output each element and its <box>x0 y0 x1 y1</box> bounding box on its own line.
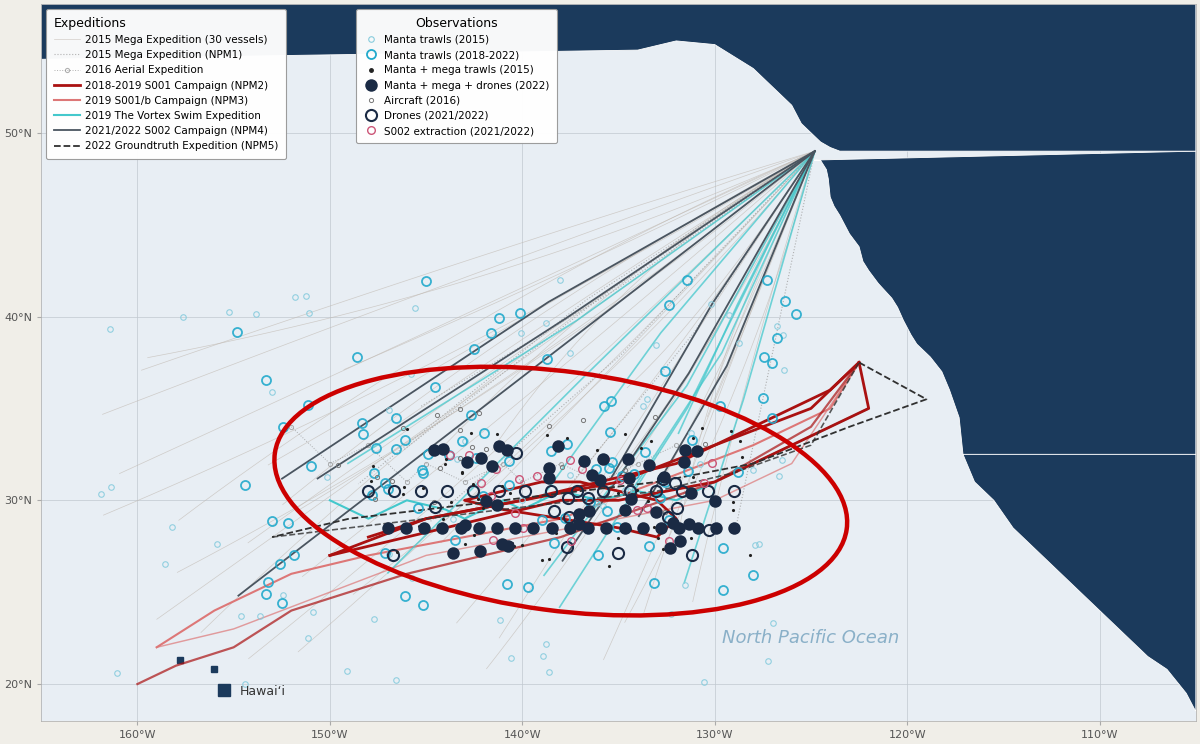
Polygon shape <box>962 455 1196 711</box>
Legend: Manta trawls (2015), Manta trawls (2018-2022), Manta + mega trawls (2015), Manta: Manta trawls (2015), Manta trawls (2018-… <box>356 10 557 144</box>
Text: MEXICO: MEXICO <box>1088 548 1150 562</box>
Text: Hawaiʻi: Hawaiʻi <box>240 685 286 698</box>
Text: North Pacific Ocean: North Pacific Ocean <box>722 629 900 647</box>
Text: CANADA: CANADA <box>1028 62 1094 75</box>
Polygon shape <box>802 151 1196 455</box>
Text: U.S.A: U.S.A <box>1040 254 1082 269</box>
Polygon shape <box>41 4 1196 151</box>
